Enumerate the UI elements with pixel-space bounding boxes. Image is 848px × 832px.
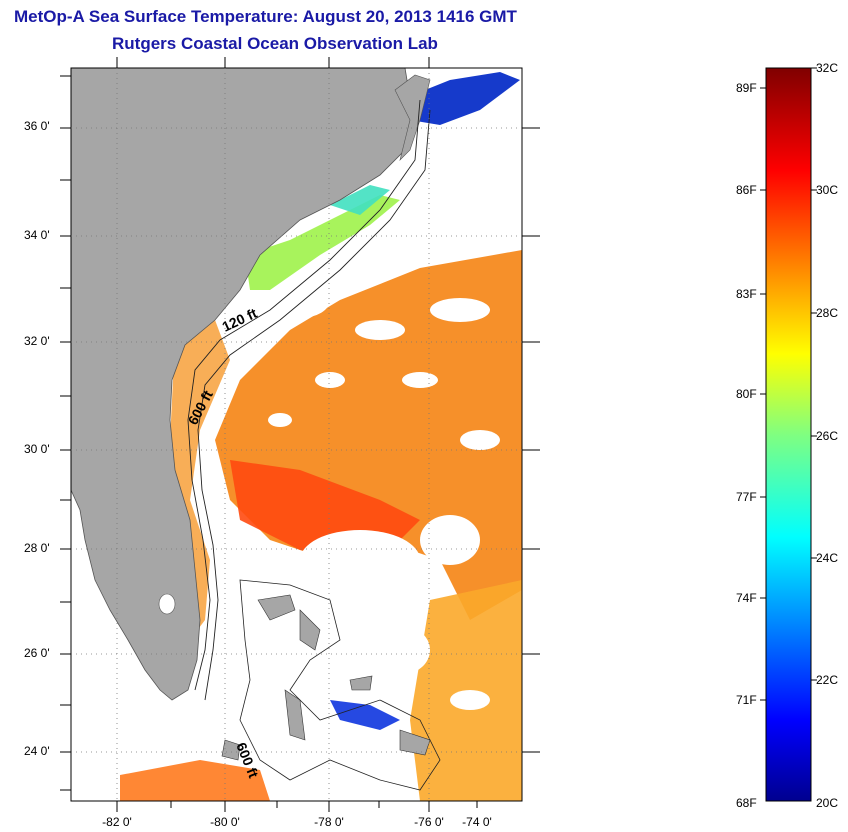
colorbar-label-68f: 68F [736, 796, 757, 810]
colorbar-label-77f: 77F [736, 490, 757, 504]
lat-label-28: 28 0' [24, 541, 50, 555]
lat-label-30: 30 0' [24, 442, 50, 456]
sst-region-carolina-cyan [330, 185, 390, 215]
colorbar-label-74f: 74F [736, 591, 757, 605]
colorbar-label-32c: 32C [816, 61, 839, 75]
land-bahamas [221, 594, 431, 761]
colorbar-label-22c: 22C [816, 673, 839, 687]
sst-region-carolina-green [245, 195, 400, 290]
colorbar-label-89f: 89F [736, 81, 757, 95]
land-mainland [71, 68, 413, 701]
lat-label-34: 34 0' [24, 228, 50, 242]
graticule [71, 68, 522, 801]
lat-label-32: 32 0' [24, 334, 50, 348]
lon-label-76: -76 0' [414, 815, 444, 829]
isobath-bahamas [239, 579, 441, 791]
colorbar-label-20c: 20C [816, 796, 839, 810]
lon-label-80: -80 0' [210, 815, 240, 829]
lat-label-36: 36 0' [24, 119, 50, 133]
map-title: MetOp-A Sea Surface Temperature: August … [14, 7, 517, 26]
lat-label-26: 26 0' [24, 646, 50, 660]
colorbar-label-26c: 26C [816, 429, 839, 443]
colorbar-label-83f: 83F [736, 287, 757, 301]
colorbar-label-71f: 71F [736, 693, 757, 707]
land-outer-banks [394, 74, 431, 161]
colorbar-label-30c: 30C [816, 183, 839, 197]
sst-region-cold-bahamas [330, 700, 400, 730]
lon-label-74: -74 0' [462, 815, 492, 829]
lon-label-82: -82 0' [102, 815, 132, 829]
map-subtitle: Rutgers Coastal Ocean Observation Lab [112, 34, 438, 53]
lat-label-24: 24 0' [24, 744, 50, 758]
colorbar-label-28c: 28C [816, 306, 839, 320]
colorbar-label-80f: 80F [736, 387, 757, 401]
colorbar [765, 67, 812, 802]
isobath-600ft [197, 109, 431, 701]
axis-ticks [60, 57, 540, 812]
colorbar-label-86f: 86F [736, 183, 757, 197]
sst-region-keys [120, 760, 270, 801]
colorbar-label-24c: 24C [816, 551, 839, 565]
isobath-120ft [187, 99, 421, 691]
colorbar-ticks [760, 67, 817, 701]
lon-label-78: -78 0' [314, 815, 344, 829]
